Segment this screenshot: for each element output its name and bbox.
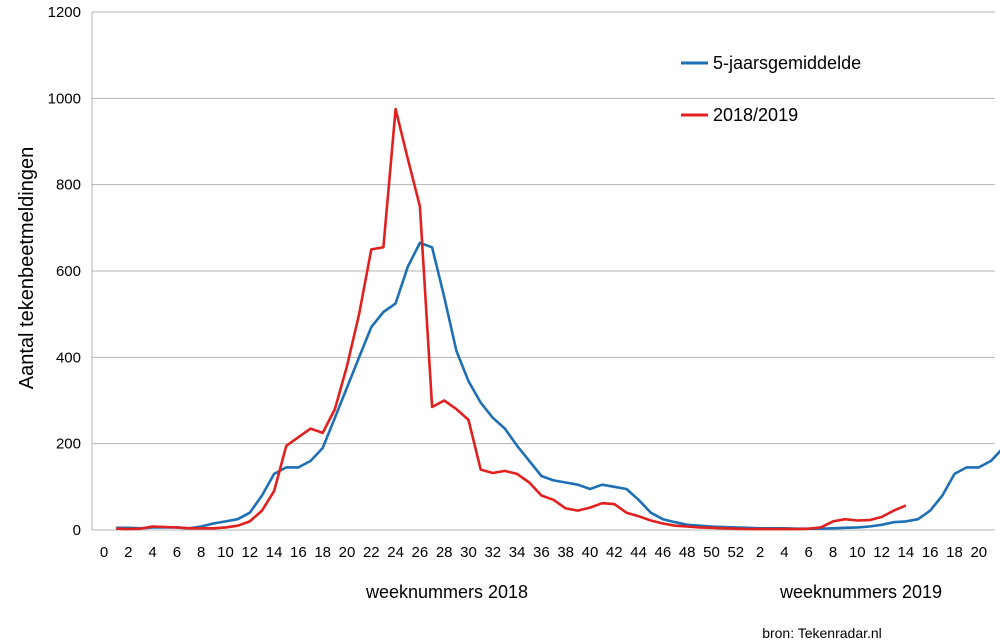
- x-tick-label: 44: [630, 544, 647, 561]
- y-tick-label: 1200: [48, 4, 81, 21]
- y-tick-label: 1000: [48, 90, 81, 107]
- x-tick-label: 12: [873, 544, 890, 561]
- source-label: bron: Tekenradar.nl: [762, 625, 882, 641]
- x-tick-label: 20: [339, 544, 356, 561]
- x-tick-label: 0: [100, 544, 108, 561]
- x-axis-label-2019: weeknummers 2019: [779, 582, 942, 602]
- x-tick-label: 50: [703, 544, 720, 561]
- x-tick-label: 42: [606, 544, 623, 561]
- x-tick-label: 36: [533, 544, 550, 561]
- x-tick-label: 18: [946, 544, 963, 561]
- x-tick-label: 10: [849, 544, 866, 561]
- x-tick-label: 8: [829, 544, 837, 561]
- x-tick-label: 2: [756, 544, 764, 561]
- x-tick-label: 20: [970, 544, 987, 561]
- x-tick-label: 6: [805, 544, 813, 561]
- x-tick-label: 4: [148, 544, 156, 561]
- legend-label-2018-2019: 2018/2019: [713, 105, 798, 125]
- x-tick-label: 12: [241, 544, 258, 561]
- x-tick-label: 14: [266, 544, 283, 561]
- x-tick-label: 4: [780, 544, 788, 561]
- y-tick-labels: 0 200 400 600 800 1000 1200: [48, 4, 81, 539]
- legend: 5-jaarsgemiddelde 2018/2019: [681, 53, 861, 125]
- gridlines: [91, 11, 995, 531]
- y-tick-label: 200: [56, 436, 81, 453]
- x-tick-label: 40: [582, 544, 599, 561]
- series-line-2018-2019: [116, 107, 907, 531]
- x-tick-label: 10: [217, 544, 234, 561]
- x-tick-label: 22: [363, 544, 380, 561]
- series-lines: [116, 107, 1000, 531]
- x-axis-label-2018: weeknummers 2018: [365, 582, 528, 602]
- y-tick-label: 0: [73, 522, 81, 539]
- x-tick-label: 16: [290, 544, 307, 561]
- x-tick-label: 2: [124, 544, 132, 561]
- x-tick-label: 14: [898, 544, 915, 561]
- x-tick-label: 6: [173, 544, 181, 561]
- legend-label-5-jaarsgemiddelde: 5-jaarsgemiddelde: [713, 53, 861, 73]
- x-tick-label: 16: [922, 544, 939, 561]
- x-tick-label: 26: [412, 544, 429, 561]
- y-tick-label: 600: [56, 263, 81, 280]
- x-tick-label: 48: [679, 544, 696, 561]
- x-tick-label: 24: [387, 544, 404, 561]
- y-tick-label: 400: [56, 349, 81, 366]
- x-tick-label: 18: [314, 544, 331, 561]
- x-tick-label: 52: [727, 544, 744, 561]
- series-line-5-jaarsgemiddelde: [116, 241, 1000, 531]
- x-tick-labels: 0 2 4 6 8 10 12 14 16 18 20 22 24 26 28 30 32 34 36 38 40 42 4…: [100, 544, 987, 561]
- x-tick-label: 38: [557, 544, 574, 561]
- y-axis-label: Aantal tekenbeetmeldingen: [16, 147, 38, 389]
- x-tick-label: 8: [197, 544, 205, 561]
- x-tick-label: 30: [460, 544, 477, 561]
- x-tick-label: 32: [484, 544, 501, 561]
- x-tick-label: 28: [436, 544, 453, 561]
- x-tick-label: 34: [509, 544, 526, 561]
- x-tick-label: 46: [655, 544, 672, 561]
- y-tick-label: 800: [56, 177, 81, 194]
